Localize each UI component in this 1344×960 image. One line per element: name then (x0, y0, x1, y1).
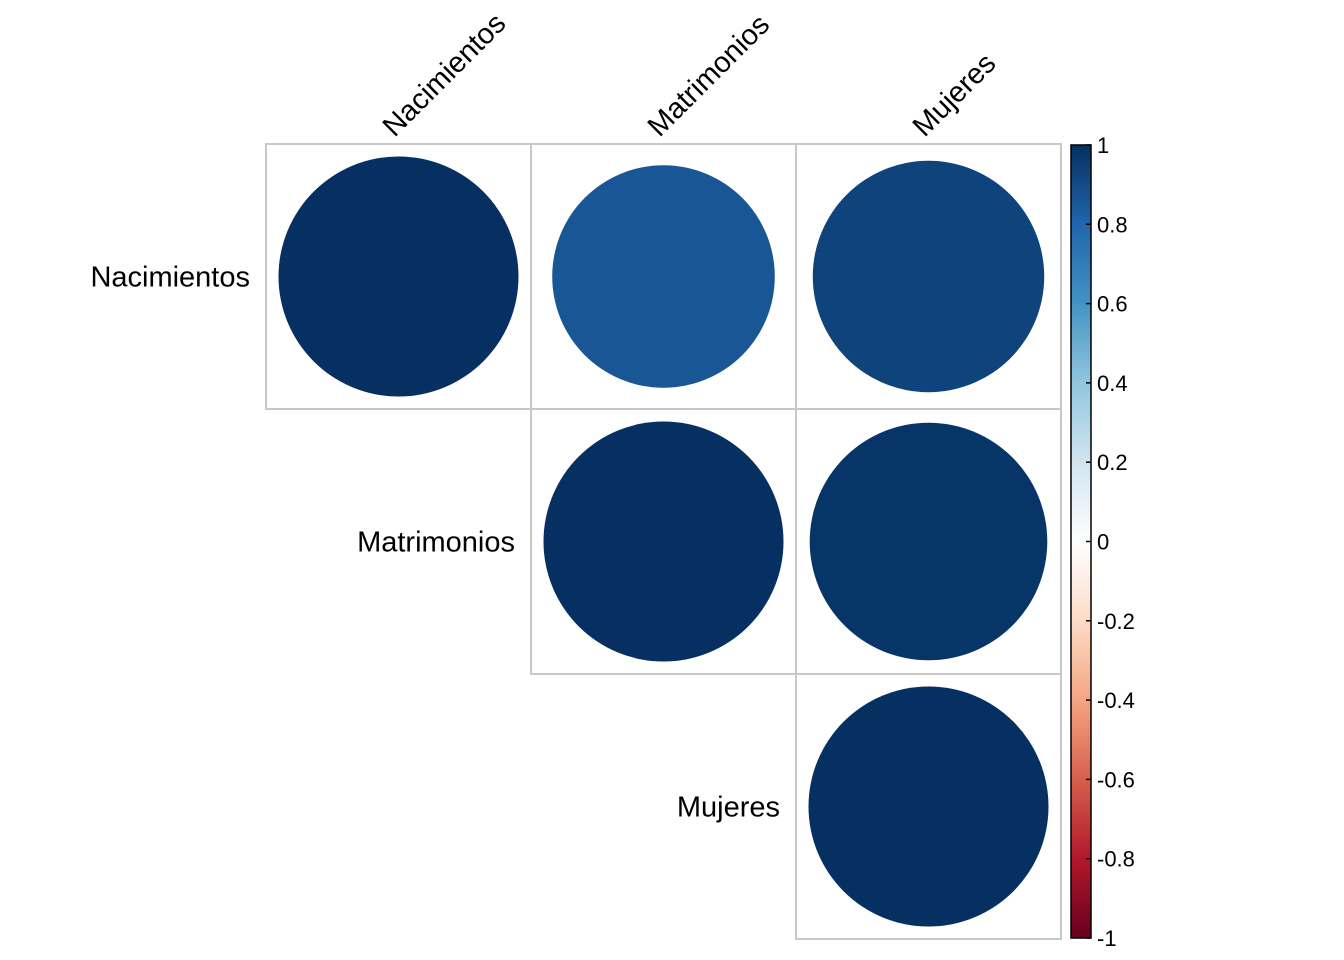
column-label-nacimientos: Nacimientos (377, 7, 512, 142)
column-label-mujeres: Mujeres (907, 47, 1003, 143)
colorbar-tick-label: 0 (1097, 530, 1109, 555)
colorbar-tick-label: -0.6 (1097, 767, 1135, 792)
colorbar-tick-label: 0.4 (1097, 371, 1128, 396)
colorbar-tick-label: -1 (1097, 926, 1117, 951)
row-label-nacimientos: Nacimientos (90, 262, 250, 294)
colorbar-tick-label: 1 (1097, 133, 1109, 158)
colorbar-tick-label: 0.8 (1097, 212, 1128, 237)
correlation-circle-matrimonios-mujeres (809, 422, 1048, 661)
variable-labels: Nacimientos Matrimonios Mujeres Nacimientos… (90, 7, 1002, 823)
row-label-matrimonios: Matrimonios (357, 527, 515, 559)
colorbar-tick-label: -0.2 (1097, 609, 1135, 634)
correlation-circle-nacimientos-nacimientos (278, 156, 519, 397)
colorbar-tick-label: -0.8 (1097, 847, 1135, 872)
matrix-grid (265, 143, 1062, 940)
correlation-circles (278, 156, 1049, 927)
correlation-circle-nacimientos-matrimonios (552, 165, 775, 388)
correlation-circle-mujeres-mujeres (808, 686, 1049, 927)
correlation-circle-matrimonios-matrimonios (543, 421, 784, 662)
colorbar-tick-label: 0.6 (1097, 292, 1128, 317)
grid-cell-mujeres-mujeres (795, 673, 1062, 940)
colorbar-tick-label: 0.2 (1097, 450, 1128, 475)
correlation-circle-nacimientos-mujeres (812, 160, 1045, 393)
row-label-mujeres: Mujeres (677, 792, 780, 824)
colorbar: 1 0.8 0.6 0.4 0.2 0 -0.2 -0.4 -0.6 -0.8 -1 (1070, 133, 1135, 951)
colorbar-tick-label: -0.4 (1097, 688, 1135, 713)
column-label-matrimonios: Matrimonios (642, 9, 776, 143)
